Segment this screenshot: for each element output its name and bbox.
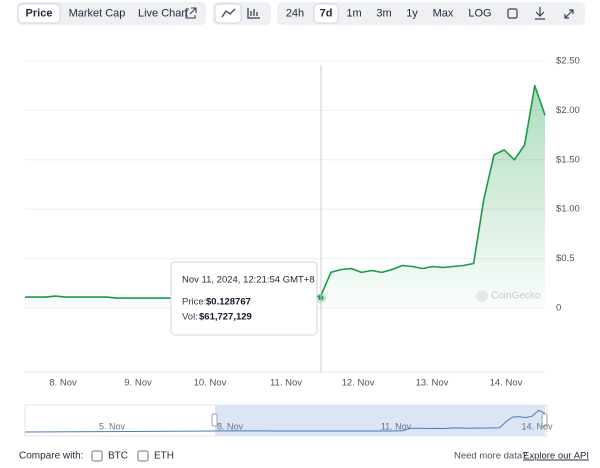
- range-button[interactable]: 7d: [320, 7, 333, 19]
- view-button[interactable]: Price: [26, 7, 53, 19]
- tooltip-vol-label: Vol:: [182, 312, 198, 323]
- line-icon: [221, 8, 236, 18]
- range-button[interactable]: Max: [433, 7, 454, 19]
- external-link-icon: [185, 7, 197, 19]
- y-tick-label: 0: [556, 303, 561, 314]
- x-tick-label: 12. Nov: [342, 378, 375, 389]
- navigator-line: [215, 409, 546, 432]
- checkbox[interactable]: [91, 450, 103, 462]
- range-group: [277, 2, 585, 25]
- footer-text: Need more data?: [454, 451, 527, 462]
- tooltip: [170, 261, 318, 336]
- y-tick-label: $2.50: [556, 56, 580, 67]
- x-tick-label: 11. Nov: [270, 378, 302, 389]
- compare-label: Compare with:: [19, 451, 83, 462]
- checkbox[interactable]: [137, 450, 149, 462]
- x-tick-label: 8. Nov: [49, 378, 77, 389]
- y-tick-label: $1.00: [556, 204, 580, 215]
- range-button[interactable]: 24h: [286, 7, 304, 19]
- watermark-logo: [476, 290, 488, 302]
- view-button[interactable]: Live Chart: [138, 7, 188, 19]
- navigator-history: [24, 430, 216, 433]
- candle-icon[interactable]: [247, 8, 260, 19]
- range-button[interactable]: 1y: [406, 7, 418, 19]
- view-button[interactable]: Market Cap: [69, 7, 126, 19]
- price-area: [25, 85, 545, 308]
- expand-icon[interactable]: [564, 9, 574, 19]
- range-button[interactable]: LOG: [468, 7, 491, 19]
- navigator-handle[interactable]: [211, 413, 218, 427]
- range-button[interactable]: 1m: [346, 7, 361, 19]
- calendar-icon[interactable]: [507, 8, 518, 19]
- x-tick-label: 14. Nov: [490, 378, 523, 389]
- selected-button[interactable]: [17, 3, 61, 24]
- download-icon[interactable]: [535, 7, 545, 20]
- x-tick-label: 13. Nov: [416, 378, 449, 389]
- y-tick-label: $2.00: [556, 105, 580, 116]
- y-tick-label: $1.50: [556, 154, 580, 165]
- x-tick-label: 10. Nov: [194, 378, 227, 389]
- y-tick-label: $0.5: [556, 253, 575, 264]
- line-chart-button[interactable]: [214, 3, 242, 24]
- range-button[interactable]: 3m: [376, 7, 391, 19]
- view-group: [17, 2, 206, 25]
- navigator-handle[interactable]: [541, 413, 548, 427]
- tooltip-price: $0.128767: [206, 297, 251, 308]
- compare-option[interactable]: BTC: [108, 451, 128, 462]
- tooltip-date: Nov 11, 2024, 12:21:54 GMT+8: [182, 275, 315, 286]
- navigator-label: 11. Nov: [381, 421, 412, 431]
- navigator-label: 5. Nov: [99, 421, 126, 431]
- watermark: CoinGecko: [491, 291, 541, 302]
- tooltip-price-label: Price:: [182, 297, 206, 308]
- tooltip-vol: $61,727,129: [199, 312, 252, 323]
- navigator-label: 14. Nov: [521, 421, 553, 431]
- selected-button[interactable]: [313, 3, 339, 24]
- navigator-label: 8. Nov: [217, 421, 244, 431]
- x-tick-label: 9. Nov: [124, 378, 152, 389]
- compare-option[interactable]: ETH: [154, 451, 174, 462]
- footer-link[interactable]: Explore our API: [523, 451, 589, 462]
